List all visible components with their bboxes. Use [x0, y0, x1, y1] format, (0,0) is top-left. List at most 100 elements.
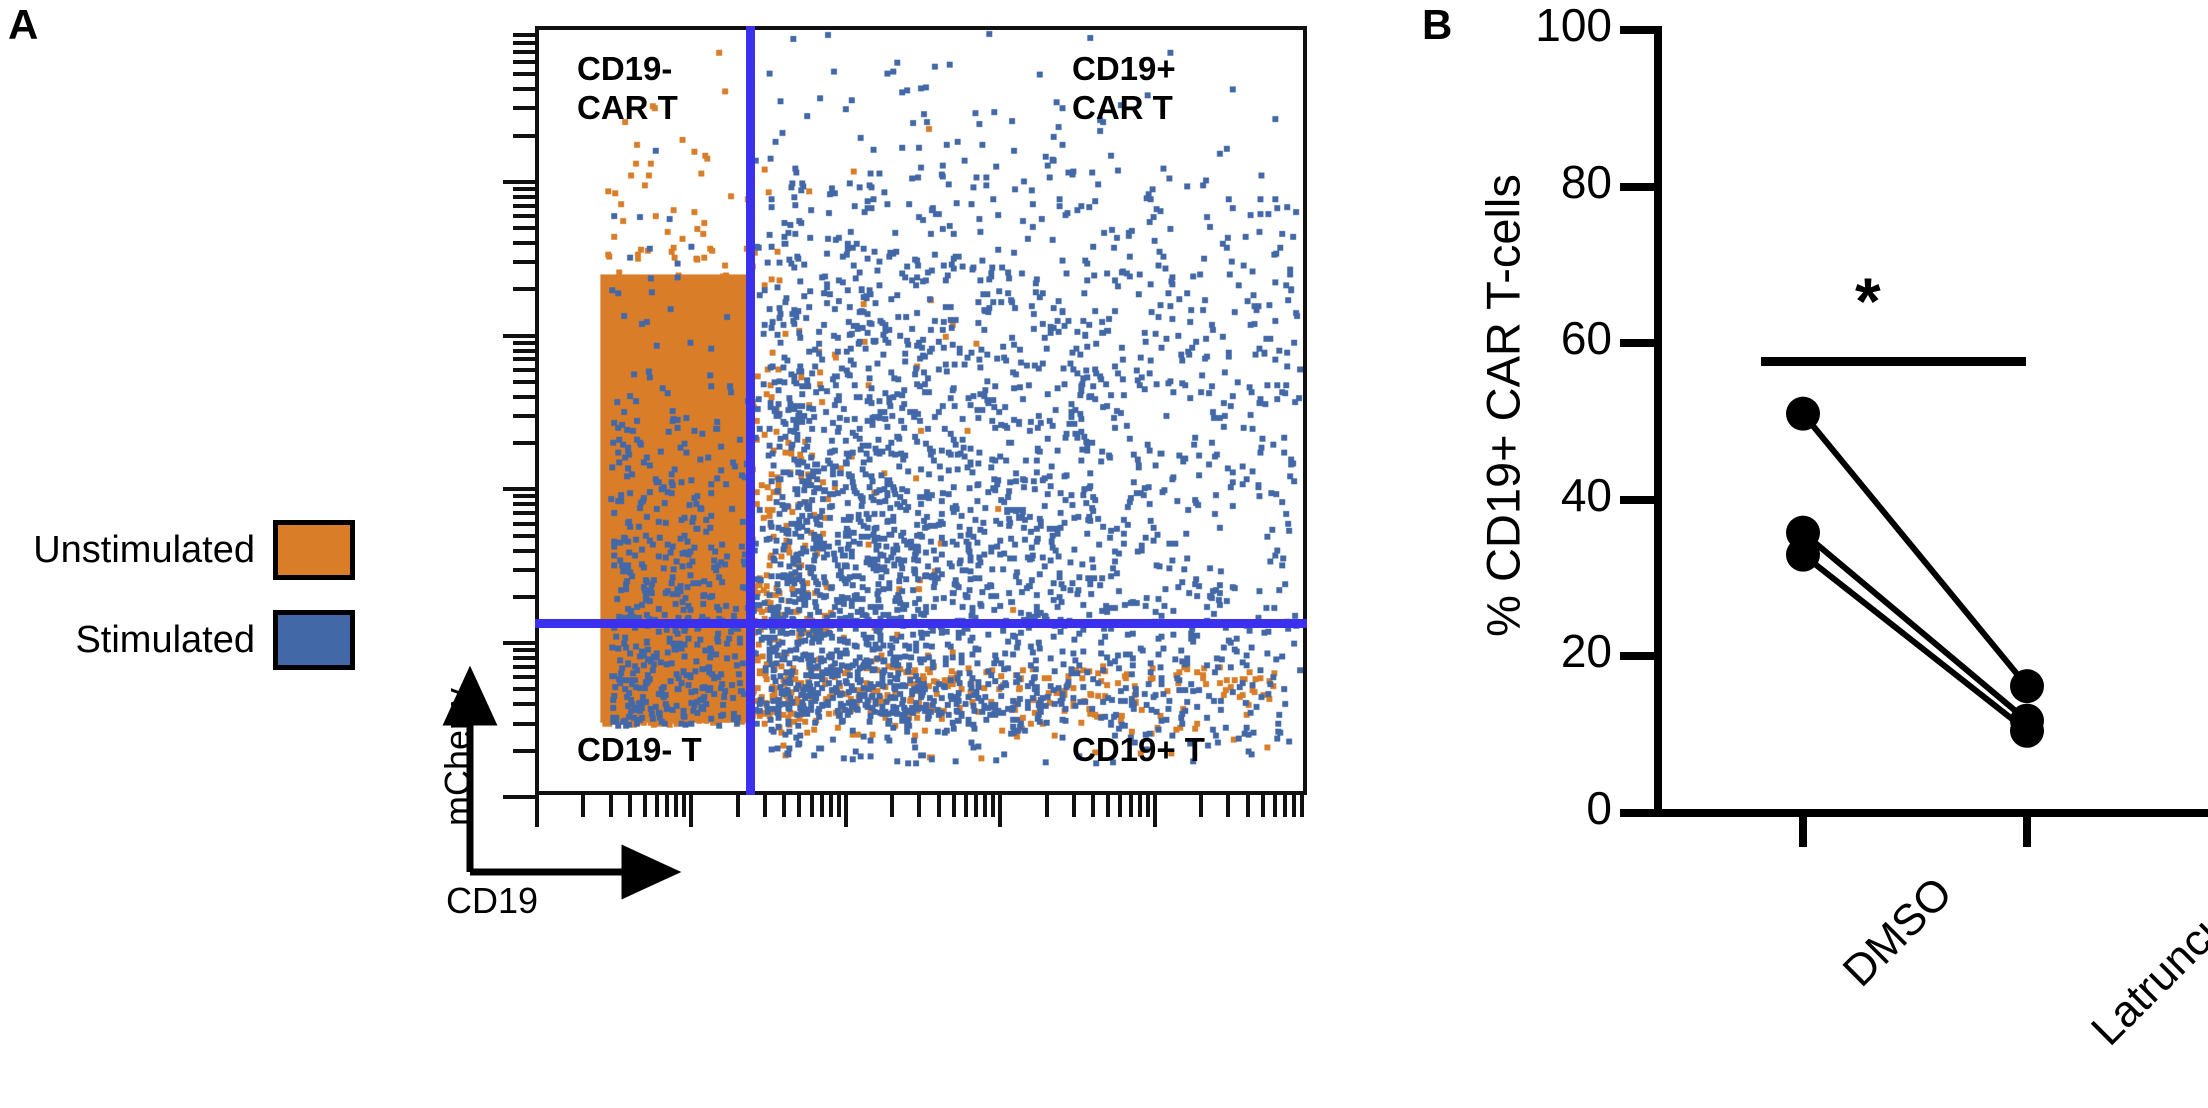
x-tick [890, 795, 895, 817]
data-point-latrunculin [2010, 703, 2044, 738]
x-tick [1272, 795, 1277, 817]
y-tick [513, 721, 535, 726]
x-tick [689, 795, 694, 827]
y-tick [513, 648, 535, 653]
y-tick [513, 656, 535, 661]
x-axis-line [1654, 809, 2208, 817]
y-tick [1620, 182, 1654, 191]
y-tick-label-60: 60 [1560, 312, 1612, 365]
panel-a-letter: A [8, 1, 39, 48]
x-tick [1091, 795, 1096, 817]
x-tick [917, 795, 922, 817]
y-tick [503, 795, 535, 799]
y-tick [503, 179, 535, 184]
y-tick [503, 333, 535, 338]
y-tick [513, 379, 535, 384]
y-tick [513, 511, 535, 516]
x-tick [763, 795, 768, 817]
legend-label-stimulated: Stimulated [75, 618, 255, 661]
x-tick [642, 795, 647, 817]
y-tick [513, 533, 535, 538]
x-tick [1044, 795, 1049, 817]
x-tick [1152, 795, 1157, 827]
x-tick [1292, 795, 1297, 817]
y-tick [513, 106, 535, 111]
axis-arrows-svg [442, 665, 682, 900]
y-tick [513, 548, 535, 553]
y-tick [513, 521, 535, 526]
y-tick [513, 567, 535, 572]
y-tick-label-0: 0 [1586, 782, 1612, 834]
y-tick [513, 675, 535, 680]
y-tick [1620, 652, 1654, 661]
panel-a: A Unstimulated Stimulated CD19- CAR T CD… [8, 1, 1307, 930]
x-tick [828, 795, 833, 817]
x-tick [1118, 795, 1123, 817]
legend-swatch-stimulated [273, 610, 355, 670]
y-tick [1620, 809, 1654, 817]
y-tick [513, 133, 535, 138]
x-tick [674, 795, 679, 817]
y-tick [513, 367, 535, 372]
y-tick [513, 414, 535, 419]
y-tick [513, 702, 535, 707]
axis-label-mcherry: mCherry [437, 688, 478, 827]
y-tick [513, 594, 535, 599]
y-tick [513, 87, 535, 92]
data-point-dmso [1786, 537, 1820, 572]
x-tick [1145, 795, 1150, 817]
y-tick [513, 260, 535, 265]
flow-cytometry-scatter-plot [535, 26, 1307, 795]
arrow-right-icon [621, 844, 682, 900]
y-tick-label-100: 100 [1535, 0, 1612, 51]
y-axis-title: % CD19+ CAR T-cells [1476, 174, 1530, 637]
y-tick [513, 60, 535, 65]
y-tick-label-40: 40 [1560, 468, 1612, 521]
y-tick [513, 226, 535, 231]
y-tick [513, 494, 535, 499]
x-tick [974, 795, 979, 817]
y-tick [513, 241, 535, 245]
x-tick-dmso [1799, 817, 1807, 847]
x-tick-latrunculin [2023, 817, 2031, 847]
y-tick [513, 394, 535, 399]
pair-connector-line [1801, 530, 2029, 723]
legend-label-unstimulated: Unstimulated [33, 528, 255, 571]
axis-arrow-group: mCherry CD19 [380, 640, 700, 930]
y-tick [1620, 339, 1654, 348]
axis-label-cd19: CD19 [445, 880, 539, 921]
y-tick [513, 72, 535, 77]
panel-b: B 0 20 40 60 80 100 DMSO Latrunculin % CD19+ C… [1400, 0, 2208, 1108]
y-tick [513, 213, 535, 218]
y-tick [1620, 26, 1654, 34]
y-tick [513, 748, 535, 753]
y-tick [503, 487, 535, 492]
pair-connector-line [1800, 411, 2030, 689]
x-tick [782, 795, 787, 817]
y-tick [1620, 495, 1654, 504]
gate-line-vertical [746, 26, 755, 795]
significance-bar [1761, 357, 2026, 366]
scatter-point-cloud [539, 30, 1303, 791]
x-tick [836, 795, 841, 817]
quadrant-label-cd19-neg-car-t: CD19- CAR T [577, 50, 678, 126]
x-tick [1260, 795, 1265, 817]
y-tick-label-20: 20 [1560, 625, 1612, 678]
x-tick [809, 795, 814, 817]
legend-swatch-unstimulated [273, 520, 355, 580]
x-tick [991, 795, 996, 817]
x-tick [1245, 795, 1250, 817]
x-tick [1071, 795, 1076, 817]
x-tick-label-latrunculin: Latrunculin [2082, 868, 2208, 1055]
quadrant-label-cd19-pos-t: CD19+ T [1072, 731, 1205, 768]
x-tick [963, 795, 968, 817]
x-tick [1128, 795, 1133, 817]
y-tick [513, 357, 535, 362]
quadrant-label-cd19-neg-t: CD19- T [577, 731, 702, 768]
x-tick [1106, 795, 1111, 817]
y-tick [513, 687, 535, 692]
y-tick [513, 665, 535, 670]
x-tick [1137, 795, 1142, 817]
x-tick [655, 795, 660, 817]
y-tick [513, 441, 535, 446]
